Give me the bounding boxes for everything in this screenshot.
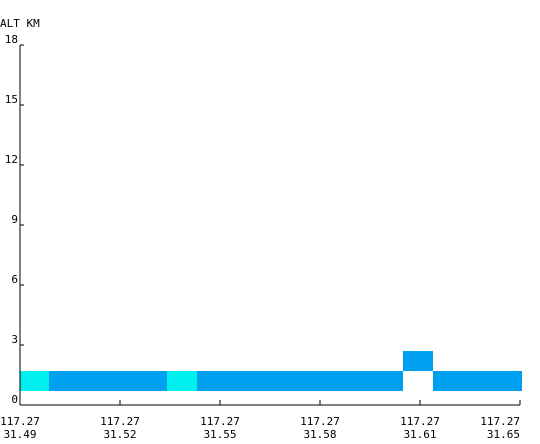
y-tick-label-6: 18 <box>5 33 18 46</box>
x-tick-label-lat-1: 31.52 <box>103 428 136 440</box>
cells-layer <box>20 351 522 391</box>
x-tick-label-lon-3: 117.27 <box>300 415 340 428</box>
heatmap-cell-3 <box>197 371 403 391</box>
y-tick-label-2: 6 <box>11 273 18 286</box>
y-ticks-layer: 0 3 6 9 12 15 18 <box>5 33 24 406</box>
x-tick-label-lon-4: 117.27 <box>400 415 440 428</box>
x-tick-label-lon-0: 117.27 <box>0 415 40 428</box>
x-ticks-layer: 117.2731.49117.2731.52117.2731.55117.273… <box>0 400 521 441</box>
x-tick-label-lat-0: 31.49 <box>3 428 36 440</box>
x-tick-label-lon-5: 117.27 <box>480 415 520 428</box>
heatmap-cell-2 <box>167 371 197 391</box>
x-tick-label-lat-3: 31.58 <box>303 428 336 440</box>
y-tick-label-1: 3 <box>11 333 18 346</box>
x-tick-label-lon-2: 117.27 <box>200 415 240 428</box>
heatmap-cell-4 <box>403 351 433 371</box>
y-axis-label: ALT KM <box>0 17 40 30</box>
x-tick-label-lon-1: 117.27 <box>100 415 140 428</box>
y-tick-label-4: 12 <box>5 153 18 166</box>
y-tick-label-3: 9 <box>11 213 18 226</box>
heatmap-cell-0 <box>20 371 49 391</box>
heatmap-cell-1 <box>49 371 167 391</box>
x-tick-label-lat-5: 31.65 <box>487 428 520 440</box>
y-tick-label-0: 0 <box>11 393 18 406</box>
x-tick-label-lat-2: 31.55 <box>203 428 236 440</box>
heatmap-cell-5 <box>433 371 522 391</box>
y-tick-label-5: 15 <box>5 93 18 106</box>
x-tick-label-lat-4: 31.61 <box>403 428 436 440</box>
